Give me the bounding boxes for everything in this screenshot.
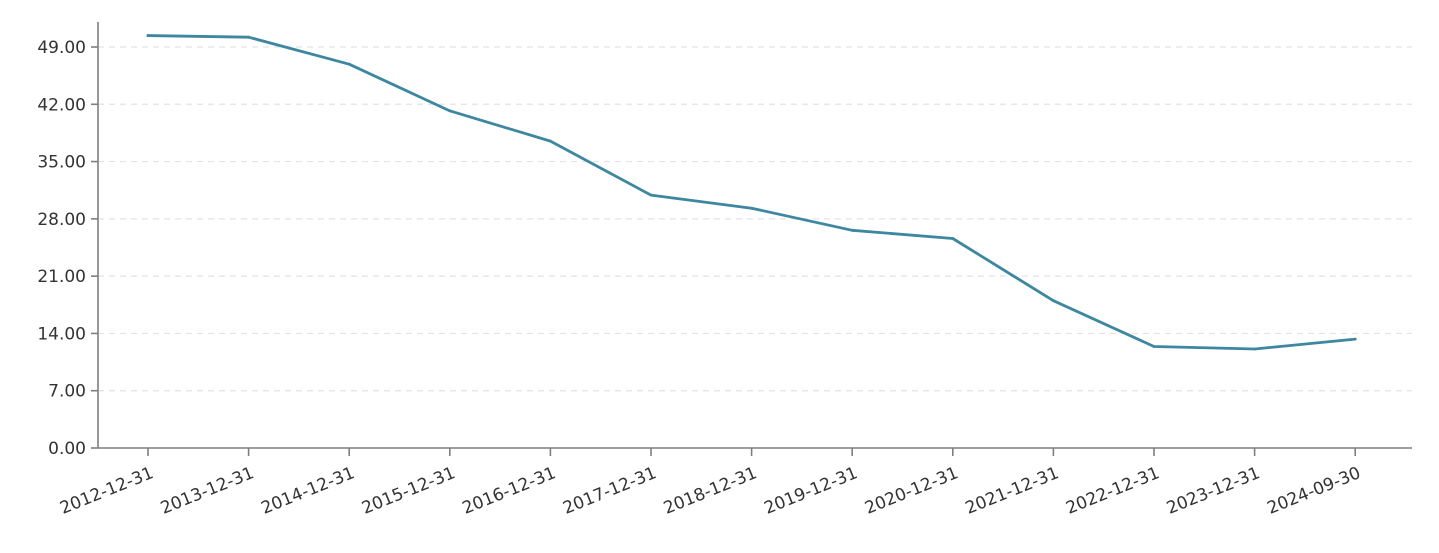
x-tick-label: 2015-12-31 <box>359 463 458 519</box>
x-tick-label: 2013-12-31 <box>158 463 257 519</box>
x-tick-label: 2023-12-31 <box>1164 463 1263 519</box>
data-point <box>951 237 955 240</box>
grid-lines <box>98 46 1412 392</box>
y-tick-label: 49.00 <box>37 38 86 58</box>
x-tick-label: 2014-12-31 <box>258 463 357 519</box>
y-tick-label: 7.00 <box>48 382 86 402</box>
data-point <box>347 62 351 66</box>
axes <box>97 22 1412 449</box>
y-tick-label: 42.00 <box>37 95 86 115</box>
y-tick-label: 0.00 <box>48 439 86 459</box>
data-point <box>1353 337 1357 341</box>
data-point <box>850 228 854 232</box>
y-tick-label: 21.00 <box>37 267 86 287</box>
series-line <box>146 34 1357 351</box>
y-axis-ticks: 0.00 7.00 14.00 21.00 28.00 35.00 42.00 49.00 <box>37 38 98 459</box>
x-tick-label: 2017-12-31 <box>560 463 659 519</box>
data-point <box>649 193 653 197</box>
data-point <box>750 206 753 210</box>
series-layer <box>146 34 1357 351</box>
data-point <box>1152 345 1156 348</box>
x-axis-ticks: 2012-12-31 2013-12-31 2014-12-31 2015-12-31… <box>57 448 1364 519</box>
data-point <box>448 109 452 113</box>
y-tick-label: 28.00 <box>37 210 86 230</box>
x-tick-label: 2012-12-31 <box>57 463 156 519</box>
x-tick-label: 2021-12-31 <box>963 463 1062 519</box>
data-point <box>1052 299 1055 303</box>
data-point <box>549 139 552 143</box>
x-tick-label: 2024-09-30 <box>1264 463 1363 519</box>
data-point <box>1253 347 1256 351</box>
x-tick-label: 2022-12-31 <box>1063 463 1162 519</box>
y-tick-label: 35.00 <box>37 153 86 173</box>
y-tick-label: 14.00 <box>37 324 86 344</box>
data-point <box>247 35 251 39</box>
x-tick-label: 2020-12-31 <box>862 463 961 519</box>
x-tick-label: 2018-12-31 <box>661 463 760 519</box>
x-tick-label: 2019-12-31 <box>761 463 860 519</box>
x-tick-label: 2016-12-31 <box>460 463 559 519</box>
data-point <box>146 34 150 37</box>
